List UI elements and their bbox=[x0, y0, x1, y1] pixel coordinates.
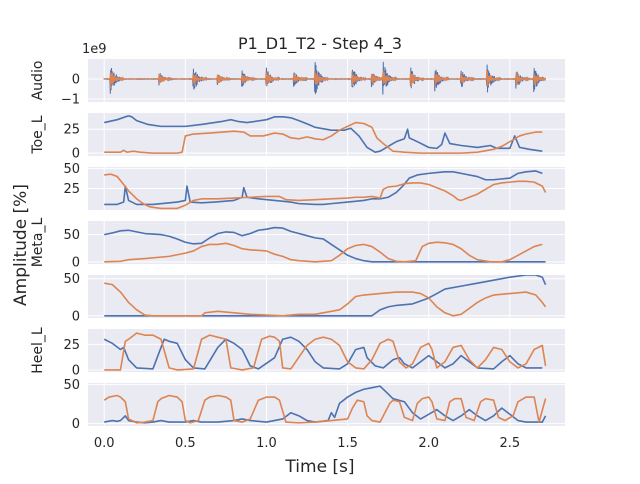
y-tick-label: 0 bbox=[72, 255, 80, 270]
y-tick-label: 25 bbox=[63, 123, 80, 138]
panel-2: 0 25 Toe_L bbox=[30, 113, 565, 162]
panel-label: Meta_L bbox=[30, 218, 46, 268]
panel-series bbox=[104, 115, 543, 154]
series-blue-line bbox=[104, 170, 543, 206]
panel-series bbox=[104, 275, 547, 317]
x-tick-label: 0.0 bbox=[94, 436, 115, 451]
y-tick-label: 50 bbox=[63, 272, 80, 287]
series-blue-line bbox=[104, 385, 547, 424]
y-tick-label: 50 bbox=[63, 228, 80, 243]
y-tick-label: 0 bbox=[72, 363, 80, 378]
panel-4: 0 50 Meta_L bbox=[30, 218, 565, 270]
series-orange-line bbox=[104, 121, 543, 154]
panel-series bbox=[104, 226, 546, 263]
series-orange-line bbox=[103, 394, 547, 424]
panel-5: 0 50 bbox=[63, 272, 565, 324]
panel-label: Heel_L bbox=[30, 327, 46, 374]
y-tick-label: 50 bbox=[63, 162, 80, 177]
y-tick-label: 25 bbox=[63, 338, 80, 353]
series-blue-line bbox=[104, 226, 546, 263]
panel-label: Audio bbox=[30, 61, 46, 101]
panel-series bbox=[103, 61, 547, 95]
panels: 0−11e9Audio025Toe_L2550050Meta_L050025He… bbox=[30, 42, 565, 432]
offset-text: 1e9 bbox=[82, 42, 107, 57]
y-tick-label: 25 bbox=[63, 182, 80, 197]
chart-title: P1_D1_T2 - Step 4_3 bbox=[238, 34, 402, 54]
series-blue-line bbox=[104, 275, 547, 317]
series-orange-line bbox=[104, 241, 543, 263]
y-tick-label: 50 bbox=[63, 378, 80, 393]
panel-background bbox=[88, 113, 565, 156]
series-orange-line bbox=[104, 173, 547, 210]
x-axis-label: Time [s] bbox=[284, 457, 354, 477]
x-tick-label: 1.0 bbox=[256, 436, 277, 451]
x-tick-label: 1.5 bbox=[337, 436, 358, 451]
panel-series bbox=[104, 170, 547, 210]
panel-7: 0 50 bbox=[63, 378, 565, 432]
x-tick-label: 2.5 bbox=[499, 436, 520, 451]
y-axis-label: Amplitude [%] bbox=[11, 184, 31, 306]
x-tick-labels: 0.0 0.5 1.0 1.5 2.0 2.5 bbox=[94, 436, 520, 451]
panel-1: 0 −1 1e9 Audio bbox=[30, 42, 565, 108]
audio-series-orange bbox=[103, 70, 546, 90]
panel-series bbox=[103, 332, 547, 371]
series-orange-line bbox=[104, 282, 547, 317]
y-tick-label: 0 bbox=[72, 417, 80, 432]
panel-background bbox=[88, 383, 565, 426]
series-blue-line bbox=[103, 336, 543, 370]
y-tick-label: 0 bbox=[72, 147, 80, 162]
panel-6: 0 25 Heel_L bbox=[30, 327, 565, 378]
y-tick-label: 0 bbox=[72, 73, 80, 88]
series-orange-line bbox=[104, 332, 547, 371]
y-tick-label: 0 bbox=[72, 309, 80, 324]
panel-series bbox=[103, 385, 547, 424]
x-tick-label: 2.0 bbox=[418, 436, 439, 451]
y-tick-label: −1 bbox=[61, 93, 80, 108]
panel-label: Toe_L bbox=[30, 115, 46, 154]
x-tick-label: 0.5 bbox=[175, 436, 196, 451]
series-blue-line bbox=[104, 115, 543, 153]
